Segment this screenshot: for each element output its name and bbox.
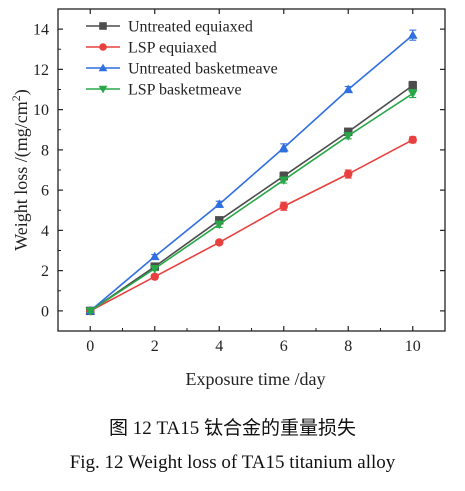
data-point (344, 127, 353, 136)
data-point (149, 251, 160, 261)
legend-marker (99, 43, 107, 51)
data-point (215, 238, 224, 247)
y-axis-title-part: 2 (9, 95, 23, 101)
figure-caption-english: Fig. 12 Weight loss of TA15 titanium all… (69, 452, 396, 473)
data-point (279, 171, 288, 181)
y-tick-label: 4 (41, 223, 49, 240)
data-point (215, 216, 224, 225)
data-point (343, 132, 354, 141)
series-line-1 (89, 139, 414, 312)
legend-label: LSP basketmeave (128, 82, 242, 99)
legend-marker (98, 63, 108, 72)
plot-area: 0 2 4 6 8 10 0 2 4 6 8 10 12 14 Exposure time /day Weig… (9, 8, 446, 389)
y-axis-title: Weight loss /(mg/cm2) (9, 89, 32, 251)
legend-label: LSP equiaxed (128, 40, 217, 57)
y-tick-label: 2 (41, 263, 49, 280)
data-point (407, 30, 418, 39)
data-point (407, 89, 418, 99)
x-tick-label: 10 (405, 338, 421, 355)
legend-marker (99, 22, 107, 30)
y-axis-title-part: ) (11, 89, 32, 95)
y-tick-label: 12 (33, 62, 49, 79)
y-tick-label: 8 (41, 142, 49, 159)
y-tick-label: 10 (33, 102, 49, 119)
x-tick-label: 6 (280, 338, 288, 355)
x-tick-label: 0 (86, 338, 94, 355)
y-tick-label: 0 (41, 303, 49, 320)
x-tick-label: 8 (344, 338, 352, 355)
y-tick-label: 6 (41, 183, 49, 200)
data-point (408, 81, 417, 90)
legend-label: Untreated equiaxed (128, 19, 253, 36)
x-tick-label: 2 (151, 338, 159, 355)
data-point (344, 169, 353, 179)
data-point (279, 202, 288, 211)
data-point (149, 264, 160, 274)
y-tick-label: 14 (33, 22, 49, 39)
data-point (278, 143, 289, 152)
series-line-0 (89, 84, 414, 312)
data-point (278, 176, 289, 185)
figure-caption-chinese: 图 12 TA15 钛合金的重量损失 (108, 418, 357, 439)
series-line-3 (89, 92, 414, 312)
x-tick-label: 4 (215, 338, 223, 355)
legend-marker (98, 85, 108, 94)
y-axis-title-part: Weight loss /(mg/cm (11, 101, 32, 251)
data-point (214, 220, 225, 230)
data-point (85, 307, 96, 316)
x-axis-title: Exposure time /day (186, 369, 326, 389)
series-line-2 (89, 34, 414, 312)
data-point (408, 135, 417, 145)
legend-label: Untreated basketmeave (128, 61, 278, 78)
data-point (150, 272, 159, 281)
data-point (214, 199, 225, 208)
data-point (343, 84, 354, 94)
